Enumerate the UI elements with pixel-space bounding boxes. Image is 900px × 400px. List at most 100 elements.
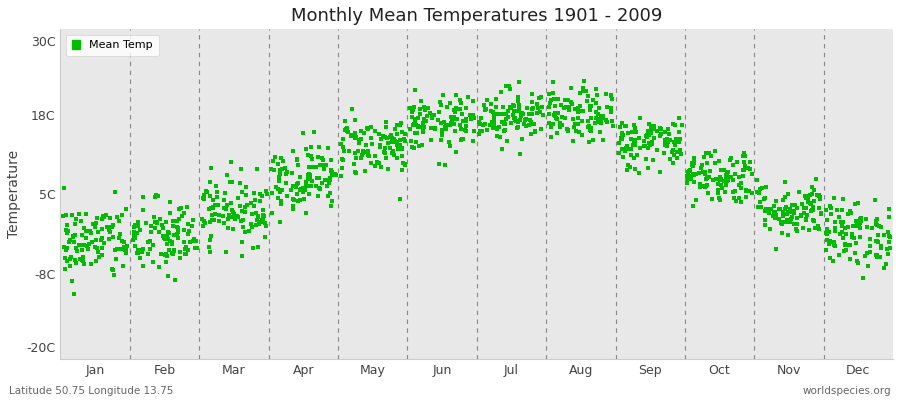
Point <box>299 179 313 186</box>
Point <box>494 88 508 95</box>
Point <box>217 197 231 204</box>
Point <box>132 227 147 234</box>
Point <box>302 176 317 182</box>
Point <box>515 136 529 142</box>
Point <box>562 104 577 110</box>
Point <box>370 158 384 165</box>
Point <box>585 136 599 143</box>
Point <box>249 166 264 172</box>
Point <box>105 266 120 272</box>
Point <box>202 193 217 200</box>
Point <box>202 219 217 225</box>
Point <box>436 92 450 98</box>
Point <box>149 192 164 199</box>
Point <box>103 215 117 221</box>
Point <box>435 131 449 138</box>
Point <box>669 136 683 142</box>
Point <box>411 143 426 149</box>
Point <box>737 150 751 156</box>
Point <box>303 171 318 178</box>
Point <box>881 233 896 239</box>
Point <box>304 178 319 185</box>
Point <box>170 224 184 231</box>
Point <box>117 247 131 254</box>
Point <box>287 197 302 204</box>
Point <box>641 165 655 172</box>
Point <box>489 104 503 110</box>
Point <box>781 217 796 224</box>
Point <box>708 160 723 166</box>
Point <box>91 228 105 235</box>
Point <box>550 130 564 137</box>
Point <box>151 263 166 270</box>
Point <box>361 151 375 158</box>
Point <box>697 154 711 161</box>
Point <box>394 128 409 135</box>
Point <box>606 123 620 129</box>
Point <box>789 226 804 232</box>
Point <box>68 232 82 238</box>
Point <box>130 223 145 229</box>
Point <box>208 211 222 217</box>
Point <box>267 167 282 173</box>
Point <box>397 161 411 168</box>
Point <box>445 114 459 120</box>
Point <box>58 254 72 261</box>
Point <box>136 193 150 200</box>
Point <box>163 238 177 244</box>
Point <box>839 231 853 237</box>
Point <box>725 161 740 168</box>
Point <box>572 114 586 121</box>
Point <box>713 176 727 183</box>
Point <box>838 241 852 248</box>
Point <box>543 104 557 110</box>
Point <box>744 190 759 196</box>
Point <box>299 183 313 190</box>
Point <box>568 121 582 127</box>
Point <box>654 126 669 132</box>
Point <box>354 155 368 161</box>
Point <box>170 224 184 230</box>
Point <box>487 120 501 126</box>
Point <box>516 111 530 118</box>
Point <box>173 248 187 255</box>
Point <box>166 223 180 229</box>
Point <box>508 118 523 124</box>
Point <box>548 110 562 116</box>
Point <box>286 206 301 212</box>
Point <box>750 189 764 195</box>
Point <box>545 78 560 85</box>
Point <box>226 226 240 232</box>
Point <box>499 116 513 122</box>
Point <box>491 124 506 130</box>
Point <box>173 255 187 261</box>
Point <box>567 124 581 131</box>
Point <box>411 124 426 130</box>
Point <box>309 183 323 190</box>
Point <box>626 136 641 143</box>
Point <box>324 167 338 174</box>
Point <box>474 128 489 134</box>
Point <box>323 190 338 196</box>
Point <box>200 189 214 195</box>
Point <box>584 125 598 131</box>
Point <box>364 124 379 130</box>
Point <box>852 223 867 229</box>
Point <box>68 216 83 222</box>
Point <box>612 140 626 146</box>
Point <box>616 132 630 138</box>
Point <box>595 115 609 122</box>
Point <box>581 124 596 130</box>
Text: worldspecies.org: worldspecies.org <box>803 386 891 396</box>
Point <box>647 122 662 129</box>
Point <box>102 226 116 232</box>
Point <box>605 96 619 102</box>
Point <box>241 227 256 234</box>
Point <box>315 180 329 187</box>
Point <box>852 216 867 222</box>
Point <box>148 219 163 226</box>
Point <box>686 170 700 177</box>
Point <box>95 252 110 258</box>
Point <box>637 143 652 149</box>
Point <box>698 171 713 177</box>
